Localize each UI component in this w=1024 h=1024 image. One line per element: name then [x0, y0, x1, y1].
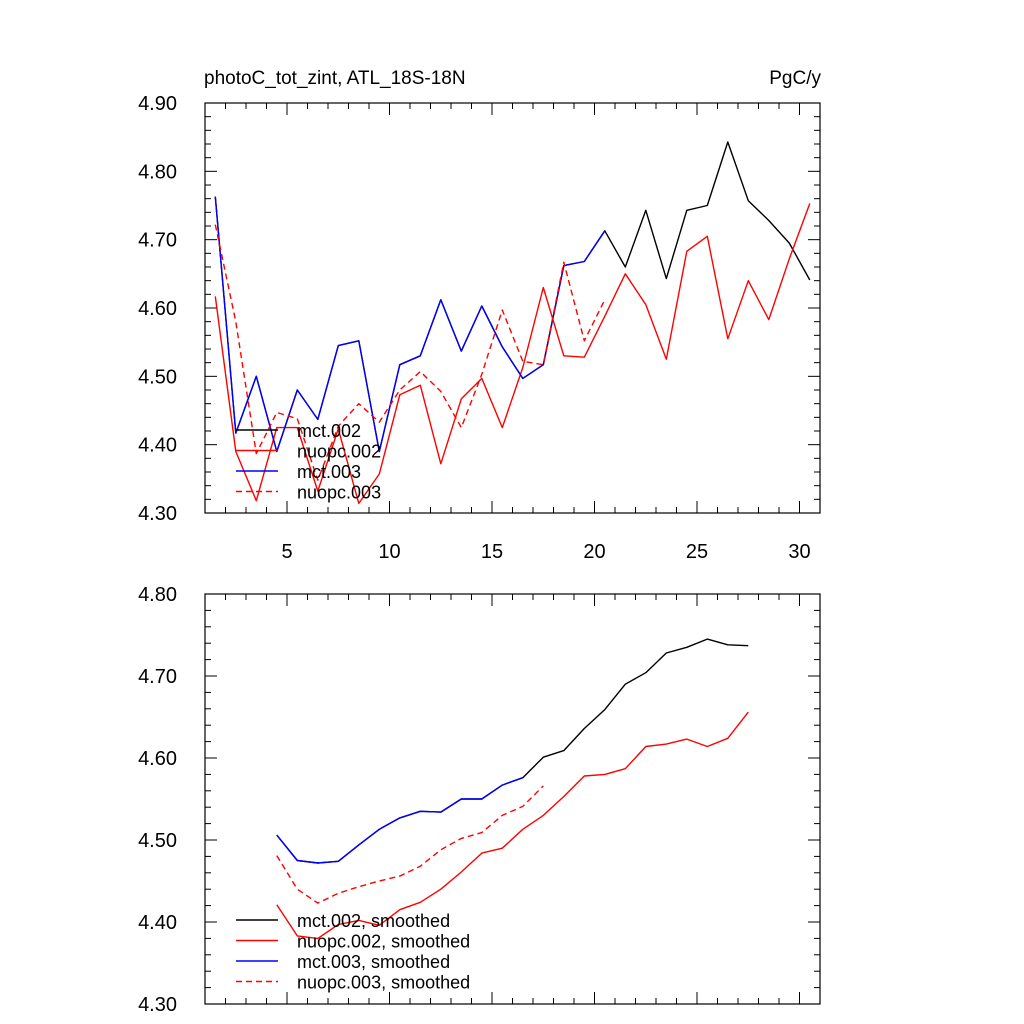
chart-title: photoC_tot_zint, ATL_18S-18N: [204, 68, 466, 89]
y-tick-label: 4.30: [138, 503, 177, 525]
series-line-mct-002-smoothed: [276, 638, 749, 864]
series-line-mct-003-smoothed: [276, 777, 524, 864]
legend-entry: nuopc.003: [236, 483, 381, 503]
chart-units: PgC/y: [769, 68, 821, 89]
x-tick-label: 5: [281, 541, 292, 563]
series-lines: [214, 141, 811, 505]
legend-entry: nuopc.002: [236, 442, 381, 462]
y-tick-label: 4.50: [138, 366, 177, 388]
series-line-mct-003: [214, 196, 606, 453]
y-tick-label: 4.80: [138, 584, 177, 606]
x-tick-labels: 5 10 15 20 25 30: [281, 541, 810, 563]
plot-frame: [204, 593, 821, 1005]
series-line-nuopc-003-smoothed: [276, 785, 544, 904]
y-tick-label: 4.70: [138, 230, 177, 252]
legend-entry: mct.002: [236, 421, 361, 441]
legend-label: mct.002: [297, 421, 361, 441]
y-tick-label: 4.40: [138, 435, 177, 457]
bottom-panel: 4.30 4.40 4.50 4.60 4.70 4.80 mct.002, smooth…: [138, 584, 821, 1016]
legend-entry: nuopc.002, smoothed: [236, 932, 470, 952]
series-line-nuopc-003: [214, 224, 606, 481]
x-tick-label: 15: [481, 541, 503, 563]
y-tick-label: 4.60: [138, 748, 177, 770]
series-line-nuopc-002: [214, 203, 811, 505]
series-line-nuopc-002-smoothed: [276, 711, 749, 940]
legend-label: mct.002, smoothed: [297, 911, 450, 931]
x-tick-label: 30: [788, 541, 810, 563]
series-lines: [276, 638, 749, 940]
y-tick-label: 4.40: [138, 912, 177, 934]
y-tick-label: 4.30: [138, 994, 177, 1016]
y-tick-label: 4.50: [138, 830, 177, 852]
y-tick-label: 4.60: [138, 298, 177, 320]
y-tick-labels: 4.30 4.40 4.50 4.60 4.70 4.80 4.90: [138, 93, 177, 525]
x-tick-label: 25: [686, 541, 708, 563]
legend-entry: mct.003, smoothed: [236, 952, 450, 972]
top-panel: photoC_tot_zint, ATL_18S-18N PgC/y 4.304…: [138, 68, 821, 563]
y-tick-label: 4.90: [138, 93, 177, 115]
y-tick-label: 4.70: [138, 666, 177, 688]
legend-label: nuopc.003: [297, 483, 381, 503]
legend-label: nuopc.002: [297, 442, 381, 462]
x-tick-label: 10: [378, 541, 400, 563]
legend-label: mct.003: [297, 462, 361, 482]
legend-entry: mct.002, smoothed: [236, 911, 450, 931]
legend-entry: nuopc.003, smoothed: [236, 973, 470, 993]
legend-label: nuopc.002, smoothed: [297, 932, 470, 952]
y-tick-labels: 4.30 4.40 4.50 4.60 4.70 4.80: [138, 584, 177, 1016]
y-tick-label: 4.80: [138, 161, 177, 183]
series-line-mct-002: [214, 141, 811, 453]
legend-label: nuopc.003, smoothed: [297, 973, 470, 993]
legend-label: mct.003, smoothed: [297, 952, 450, 972]
x-tick-label: 20: [583, 541, 605, 563]
plot-frame: [204, 102, 821, 514]
legend-entry: mct.003: [236, 462, 361, 482]
